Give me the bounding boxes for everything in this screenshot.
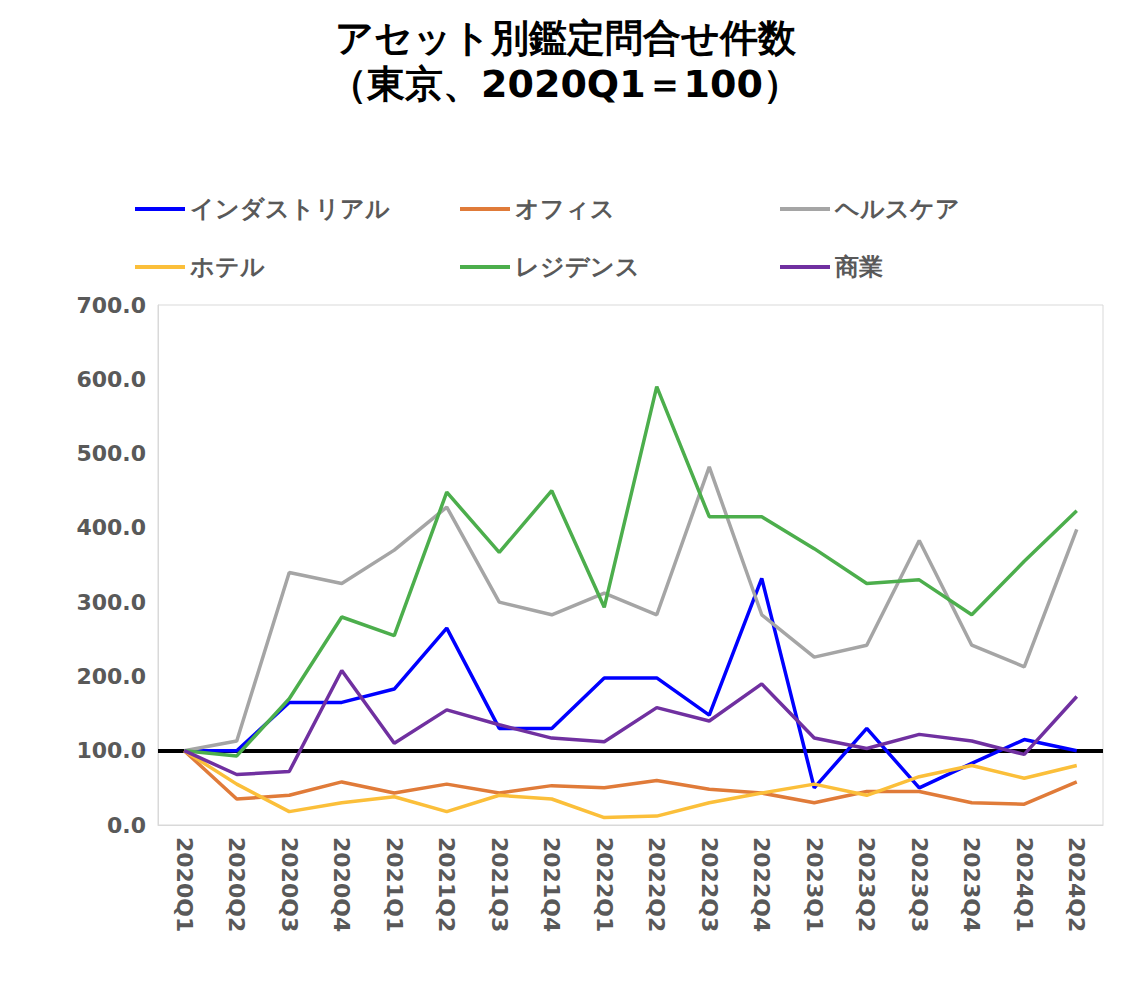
svg-text:2022Q3: 2022Q3 (697, 837, 722, 932)
svg-text:700.0: 700.0 (76, 293, 146, 318)
svg-text:レジデンス: レジデンス (515, 253, 640, 281)
svg-text:2023Q1: 2023Q1 (802, 837, 827, 932)
svg-text:インダストリアル: インダストリアル (190, 195, 390, 223)
svg-text:2021Q4: 2021Q4 (539, 837, 564, 932)
svg-text:2023Q2: 2023Q2 (854, 837, 879, 932)
svg-text:2021Q2: 2021Q2 (434, 837, 459, 932)
svg-text:ホテル: ホテル (189, 253, 265, 281)
svg-text:0.0: 0.0 (107, 813, 146, 838)
svg-text:2022Q1: 2022Q1 (592, 837, 617, 932)
svg-text:2022Q2: 2022Q2 (644, 837, 669, 932)
svg-text:200.0: 200.0 (76, 664, 146, 689)
svg-text:2021Q3: 2021Q3 (487, 837, 512, 932)
svg-text:500.0: 500.0 (76, 441, 146, 466)
svg-text:商業: 商業 (834, 253, 883, 281)
svg-text:300.0: 300.0 (76, 590, 146, 615)
svg-text:アセット別鑑定問合せ件数: アセット別鑑定問合せ件数 (335, 16, 797, 60)
svg-text:600.0: 600.0 (76, 367, 146, 392)
svg-text:2023Q3: 2023Q3 (907, 837, 932, 932)
svg-text:400.0: 400.0 (76, 515, 146, 540)
svg-text:2024Q2: 2024Q2 (1064, 837, 1089, 932)
svg-text:オフィス: オフィス (515, 195, 615, 223)
svg-text:2020Q1: 2020Q1 (172, 837, 197, 932)
svg-text:2023Q4: 2023Q4 (959, 837, 984, 932)
svg-text:（東京、2020Q1＝100）: （東京、2020Q1＝100） (329, 62, 801, 106)
svg-text:2020Q3: 2020Q3 (277, 837, 302, 932)
svg-text:2020Q2: 2020Q2 (224, 837, 249, 932)
svg-text:2022Q4: 2022Q4 (749, 837, 774, 932)
svg-text:2021Q1: 2021Q1 (382, 837, 407, 932)
svg-text:ヘルスケア: ヘルスケア (834, 195, 960, 223)
svg-text:2020Q4: 2020Q4 (329, 837, 354, 932)
svg-text:2024Q1: 2024Q1 (1012, 837, 1037, 932)
svg-text:100.0: 100.0 (76, 738, 146, 763)
